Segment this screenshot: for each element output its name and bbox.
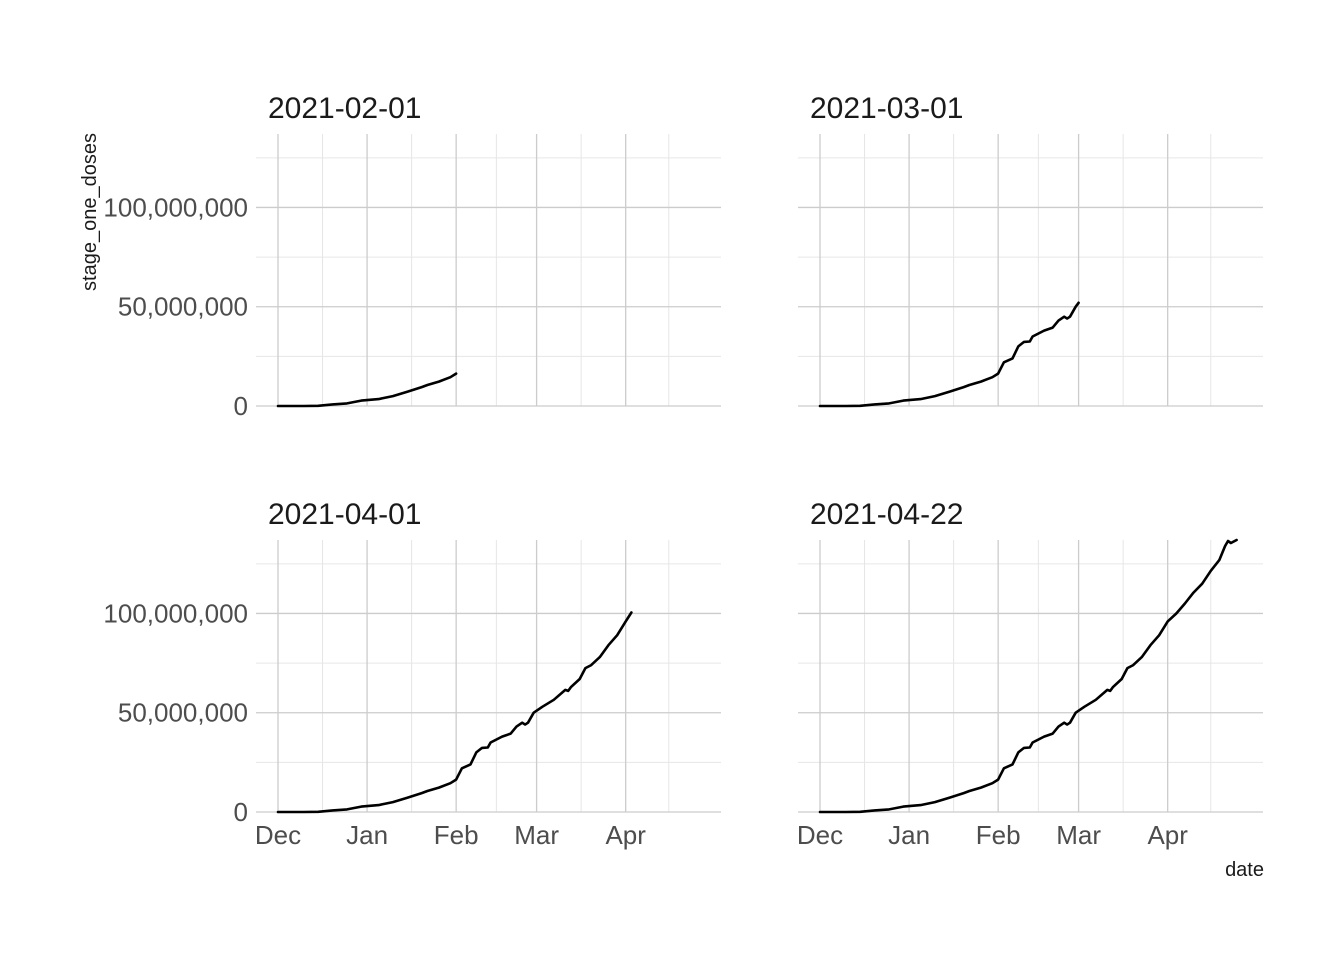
x-tick-label: Mar xyxy=(514,820,559,850)
x-tick-label: Jan xyxy=(888,820,930,850)
y-tick-label: 100,000,000 xyxy=(103,192,248,222)
panel-title: 2021-04-01 xyxy=(268,498,421,531)
panel-title: 2021-03-01 xyxy=(810,92,963,125)
y-tick-label: 100,000,000 xyxy=(103,598,248,628)
panel-title: 2021-04-22 xyxy=(810,498,963,531)
facet-panel-1: 2021-02-01 0 50,000,000 100,000,000 xyxy=(103,92,721,421)
x-tick-label: Apr xyxy=(605,820,646,850)
x-tick-label: Mar xyxy=(1056,820,1101,850)
series-line xyxy=(818,538,1238,814)
x-axis-title: date xyxy=(1225,859,1264,881)
series-line xyxy=(818,301,1080,408)
facet-panel-3: 2021-04-01 0 50,000,000 100,000,000 Dec Jan Fe… xyxy=(103,498,721,850)
facet-panel-2: 2021-03-01 xyxy=(798,92,1263,408)
series-line xyxy=(276,372,458,408)
x-tick-label: Feb xyxy=(434,820,479,850)
facet-panel-4: 2021-04-22 Dec Jan Feb Mar Apr xyxy=(797,498,1263,850)
y-axis-title: stage_one_doses xyxy=(79,133,101,291)
x-tick-label: Dec xyxy=(255,820,301,850)
series-line xyxy=(276,611,633,814)
y-tick-label: 50,000,000 xyxy=(118,292,248,322)
x-tick-label: Feb xyxy=(976,820,1021,850)
panels-layer: 2021-02-01 0 50,000,000 100,000,000 2021-03-… xyxy=(103,92,1263,850)
y-tick-label: 50,000,000 xyxy=(118,698,248,728)
x-tick-label: Dec xyxy=(797,820,843,850)
y-tick-label: 0 xyxy=(234,391,248,421)
y-tick-label: 0 xyxy=(234,797,248,827)
x-tick-label: Jan xyxy=(346,820,388,850)
panel-title: 2021-02-01 xyxy=(268,92,421,125)
x-tick-label: Apr xyxy=(1147,820,1188,850)
